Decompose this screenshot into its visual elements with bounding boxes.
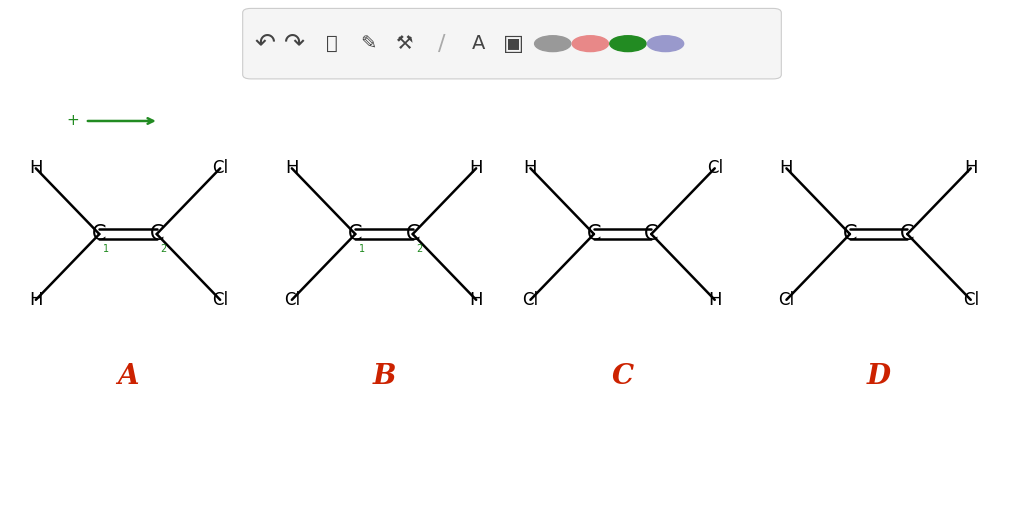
Text: Cl: Cl bbox=[212, 159, 228, 177]
Text: D: D bbox=[866, 362, 891, 390]
Text: Cl: Cl bbox=[212, 291, 228, 309]
Text: ⚒: ⚒ bbox=[396, 34, 414, 53]
Text: B: B bbox=[373, 362, 395, 390]
Text: C: C bbox=[348, 224, 362, 244]
Text: C: C bbox=[92, 224, 106, 244]
Text: H: H bbox=[29, 291, 43, 309]
Text: C: C bbox=[644, 224, 658, 244]
Text: H: H bbox=[964, 159, 978, 177]
Text: H: H bbox=[29, 159, 43, 177]
Text: ↶: ↶ bbox=[255, 32, 275, 56]
Text: H: H bbox=[708, 291, 722, 309]
Text: H: H bbox=[469, 159, 483, 177]
Text: A: A bbox=[471, 34, 484, 53]
Ellipse shape bbox=[610, 36, 646, 52]
Text: C: C bbox=[587, 224, 601, 244]
Text: ✎: ✎ bbox=[360, 34, 377, 53]
Text: H: H bbox=[523, 159, 538, 177]
Text: ⮞: ⮞ bbox=[326, 34, 338, 53]
Text: H: H bbox=[469, 291, 483, 309]
Text: Cl: Cl bbox=[284, 291, 300, 309]
Text: Cl: Cl bbox=[707, 159, 723, 177]
Text: 2: 2 bbox=[161, 244, 167, 254]
Ellipse shape bbox=[535, 36, 570, 52]
Text: ∕: ∕ bbox=[437, 34, 445, 54]
Text: C: C bbox=[611, 362, 634, 390]
Text: A: A bbox=[118, 362, 138, 390]
Text: ↷: ↷ bbox=[284, 32, 305, 56]
Text: 2: 2 bbox=[417, 244, 423, 254]
Text: H: H bbox=[285, 159, 299, 177]
FancyBboxPatch shape bbox=[243, 8, 781, 79]
Text: C: C bbox=[406, 224, 420, 244]
Text: C: C bbox=[150, 224, 164, 244]
Text: Cl: Cl bbox=[522, 291, 539, 309]
Text: Cl: Cl bbox=[778, 291, 795, 309]
Text: +: + bbox=[67, 114, 79, 128]
Text: C: C bbox=[843, 224, 857, 244]
Ellipse shape bbox=[572, 36, 608, 52]
Ellipse shape bbox=[647, 36, 684, 52]
Text: ▣: ▣ bbox=[503, 34, 524, 54]
Text: H: H bbox=[779, 159, 794, 177]
Text: C: C bbox=[900, 224, 914, 244]
Text: 1: 1 bbox=[359, 244, 366, 254]
Text: Cl: Cl bbox=[963, 291, 979, 309]
Text: 1: 1 bbox=[103, 244, 110, 254]
